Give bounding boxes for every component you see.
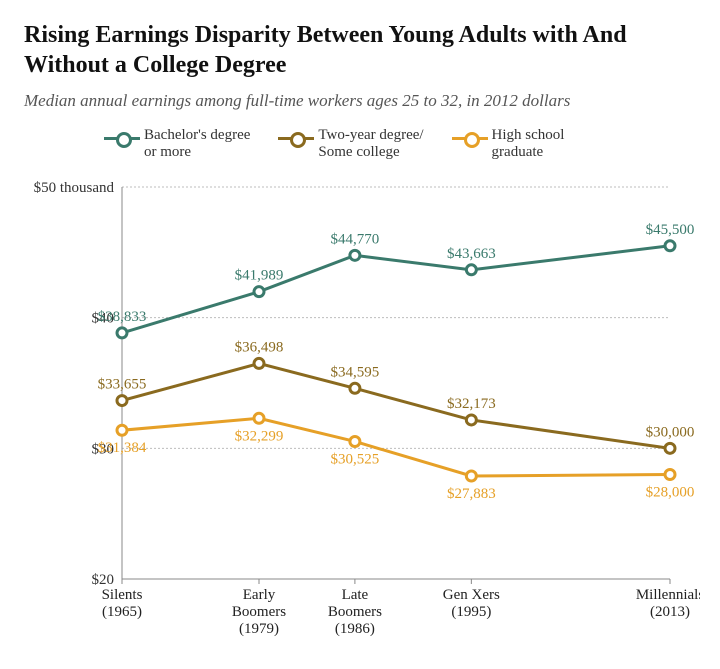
svg-text:$30,525: $30,525 bbox=[331, 452, 380, 468]
legend-label: Two-year degree/Some college bbox=[318, 127, 423, 162]
svg-text:$31,384: $31,384 bbox=[98, 441, 147, 457]
svg-text:(1979): (1979) bbox=[239, 621, 279, 637]
svg-text:$30,000: $30,000 bbox=[646, 425, 695, 441]
svg-text:$20: $20 bbox=[92, 572, 115, 588]
svg-text:(2013): (2013) bbox=[650, 604, 690, 620]
svg-text:Early: Early bbox=[243, 587, 276, 603]
chart-subtitle: Median annual earnings among full-time w… bbox=[24, 90, 696, 113]
svg-text:$28,000: $28,000 bbox=[646, 485, 695, 501]
svg-text:$38,833: $38,833 bbox=[98, 309, 147, 325]
chart-title: Rising Earnings Disparity Between Young … bbox=[24, 20, 696, 80]
legend-item: Two-year degree/Some college bbox=[278, 127, 423, 162]
legend: Bachelor's degreeor more Two-year degree/… bbox=[104, 127, 696, 162]
svg-text:$44,770: $44,770 bbox=[331, 232, 380, 248]
svg-text:Late: Late bbox=[342, 587, 369, 603]
svg-text:Boomers: Boomers bbox=[232, 604, 286, 620]
svg-text:(1986): (1986) bbox=[335, 621, 375, 637]
legend-swatch bbox=[278, 131, 314, 145]
svg-text:$45,500: $45,500 bbox=[646, 222, 695, 238]
legend-swatch bbox=[104, 131, 140, 145]
legend-item: High schoolgraduate bbox=[452, 127, 565, 162]
svg-text:$32,299: $32,299 bbox=[235, 429, 284, 445]
svg-text:$43,663: $43,663 bbox=[447, 246, 496, 262]
svg-text:Millennials: Millennials bbox=[636, 587, 700, 603]
legend-swatch bbox=[452, 131, 488, 145]
svg-text:$36,498: $36,498 bbox=[235, 340, 284, 356]
svg-text:$41,989: $41,989 bbox=[235, 268, 284, 284]
legend-label: High schoolgraduate bbox=[492, 127, 565, 162]
svg-text:Gen Xers: Gen Xers bbox=[443, 587, 500, 603]
svg-text:$50 thousand: $50 thousand bbox=[34, 180, 115, 196]
line-chart: $20$30$40$50 thousandSilents(1965)EarlyB… bbox=[24, 169, 700, 649]
svg-text:(1995): (1995) bbox=[451, 604, 491, 620]
svg-text:$32,173: $32,173 bbox=[447, 396, 496, 412]
svg-text:$33,655: $33,655 bbox=[98, 377, 147, 393]
chart-container: Bachelor's degreeor more Two-year degree/… bbox=[24, 127, 696, 650]
legend-item: Bachelor's degreeor more bbox=[104, 127, 250, 162]
svg-text:Silents: Silents bbox=[102, 587, 143, 603]
svg-text:$27,883: $27,883 bbox=[447, 486, 496, 502]
svg-text:Boomers: Boomers bbox=[328, 604, 382, 620]
legend-label: Bachelor's degreeor more bbox=[144, 127, 250, 162]
svg-text:(1965): (1965) bbox=[102, 604, 142, 620]
svg-text:$34,595: $34,595 bbox=[331, 365, 380, 381]
